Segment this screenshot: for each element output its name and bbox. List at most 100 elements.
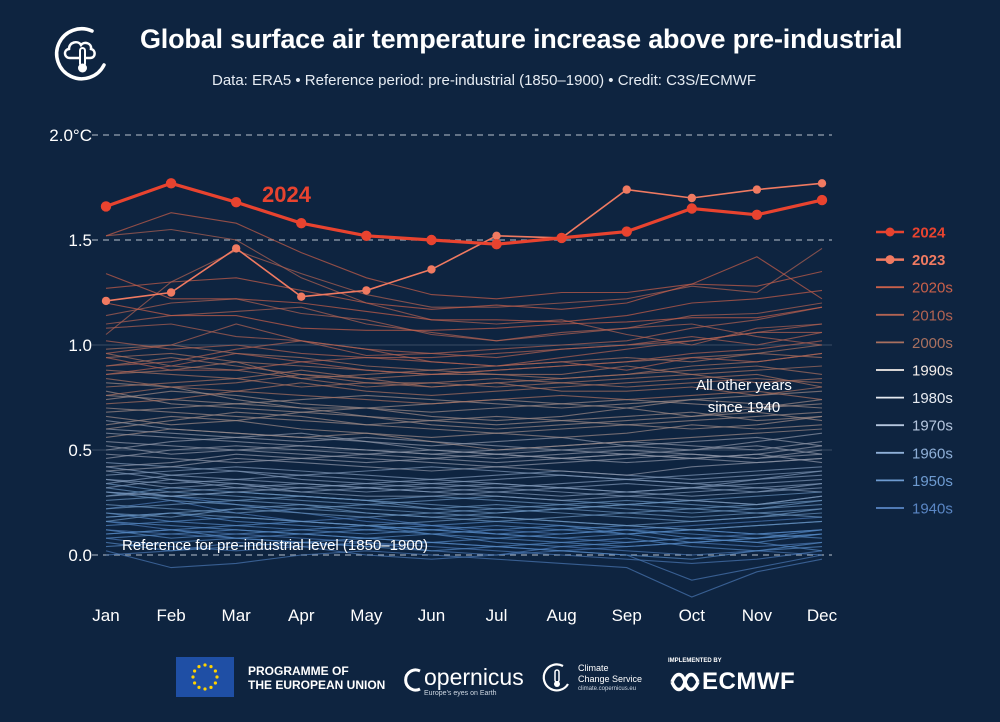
legend-label-1990s: 1990s: [912, 363, 953, 380]
y-tick-label: 1.5: [68, 231, 92, 250]
eu-line-2: THE EUROPEAN UNION: [248, 678, 386, 692]
eu-star: [193, 669, 197, 673]
series-point-2024: [491, 239, 502, 250]
decade-line-2020s: [105, 302, 823, 331]
decade-line-1940s: [105, 550, 823, 598]
eu-star: [193, 681, 197, 685]
eu-star: [209, 685, 213, 689]
decade-line-1990s: [105, 403, 823, 426]
decade-line-1980s: [105, 445, 823, 459]
series-point-2023: [427, 265, 436, 274]
legend-label-1950s: 1950s: [912, 473, 953, 490]
copernicus-wordmark: opernicus: [424, 664, 524, 690]
x-tick-label: Jul: [486, 606, 508, 625]
decade-line-1990s: [105, 415, 823, 438]
temperature-chart: 2.0°C 1.5 1.0 0.5 0.0 Jan Feb Mar Apr May Jun Jul Au…: [49, 126, 953, 625]
decade-line-2000s: [105, 390, 823, 405]
decade-line-2010s: [105, 298, 823, 342]
series-point-2024: [230, 197, 242, 208]
decade-line-1990s: [105, 411, 823, 430]
legend-label-1960s: 1960s: [912, 445, 953, 462]
decade-line-1990s: [105, 390, 823, 413]
x-tick-label: Apr: [288, 606, 315, 625]
decade-line-1940s: [105, 520, 823, 581]
decade-line-1980s: [105, 457, 823, 476]
eu-star: [191, 675, 195, 679]
x-tick-label: Feb: [156, 606, 185, 625]
x-tick-label: Aug: [547, 606, 577, 625]
decade-line-1950s: [105, 541, 823, 560]
series-point-2024: [100, 201, 112, 212]
climate-change-service-icon: [542, 663, 569, 692]
series-point-2023: [817, 179, 827, 188]
eu-star: [215, 675, 219, 679]
x-tick-label: Nov: [742, 606, 773, 625]
x-tick-label: Oct: [679, 606, 706, 625]
header: Global surface air temperature increase …: [0, 0, 1000, 110]
eu-star: [209, 665, 213, 669]
series-point-2024: [621, 226, 632, 237]
series-point-2024: [556, 232, 567, 244]
y-tick-label: 1.0: [68, 336, 92, 355]
page-subtitle: Data: ERA5 • Reference period: pre-indus…: [212, 72, 757, 89]
series-point-2024: [816, 194, 828, 206]
series-point-2023: [166, 288, 176, 297]
series-point-2023: [622, 185, 631, 194]
y-tick-label: 0.0: [68, 546, 92, 565]
decade-line-2010s: [105, 340, 823, 375]
decade-line-1970s: [105, 466, 823, 480]
series-point-2023: [687, 193, 697, 203]
other-years-annotation: since 1940: [708, 399, 781, 416]
legend-label-2000s: 2000s: [912, 335, 953, 352]
decade-line-2000s: [105, 369, 823, 396]
decade-line-1960s: [105, 512, 823, 531]
x-tick-label: Dec: [807, 606, 838, 625]
ccs-line-1: Climate: [578, 663, 609, 673]
decade-line-2010s: [105, 306, 823, 357]
series-point-2023: [752, 185, 762, 194]
series-point-2024: [361, 230, 372, 241]
eu-flag-icon: [176, 657, 234, 697]
y-tick-label: 2.0°C: [49, 126, 92, 145]
ecmwf-logo-icon: [670, 672, 700, 692]
series-line-2024: [105, 181, 823, 246]
decade-line-2020s: [105, 256, 823, 310]
decade-line-1970s: [105, 474, 823, 489]
climate-thermometer-icon: [54, 27, 106, 81]
decade-line-2000s: [105, 373, 823, 396]
series-point-2023: [362, 286, 371, 295]
x-tick-label: Jan: [92, 606, 119, 625]
decade-line-1980s: [105, 428, 823, 459]
eu-star: [197, 665, 201, 669]
legend-label-2024: 2024: [912, 225, 946, 242]
decade-line-2020s: [105, 212, 823, 300]
series-line-2023: [105, 182, 823, 302]
decade-line-1960s: [105, 487, 823, 518]
y-tick-label: 0.5: [68, 441, 92, 460]
page-title: Global surface air temperature increase …: [140, 24, 903, 54]
decade-line-1940s: [105, 499, 823, 543]
eu-star: [197, 685, 201, 689]
legend-label-2023: 2023: [912, 252, 945, 269]
series-point-2024: [296, 218, 307, 229]
decade-line-1950s: [105, 520, 823, 543]
series-point-2024: [751, 209, 763, 220]
decade-line-1950s: [105, 533, 823, 552]
eu-programme-label: PROGRAMME OF THE EUROPEAN UNION: [248, 664, 385, 692]
legend-marker-2023: [885, 255, 895, 265]
ccs-line-2: Change Service: [578, 674, 643, 684]
eu-star: [203, 687, 207, 691]
decade-line-1990s: [105, 411, 823, 430]
decade-line-2000s: [105, 361, 823, 388]
legend-label-1940s: 1940s: [912, 501, 953, 518]
decade-line-2000s: [105, 352, 823, 380]
reference-annotation: Reference for pre-industrial level (1850…: [122, 537, 428, 554]
decade-line-1990s: [105, 428, 823, 451]
copernicus-c-icon: [404, 668, 421, 692]
decade-line-1940s: [105, 541, 823, 560]
eu-star: [213, 669, 217, 673]
decade-line-1970s: [105, 470, 823, 497]
series-point-2023: [297, 292, 306, 301]
decade-line-1950s: [105, 520, 823, 539]
series-point-2024: [426, 234, 437, 246]
